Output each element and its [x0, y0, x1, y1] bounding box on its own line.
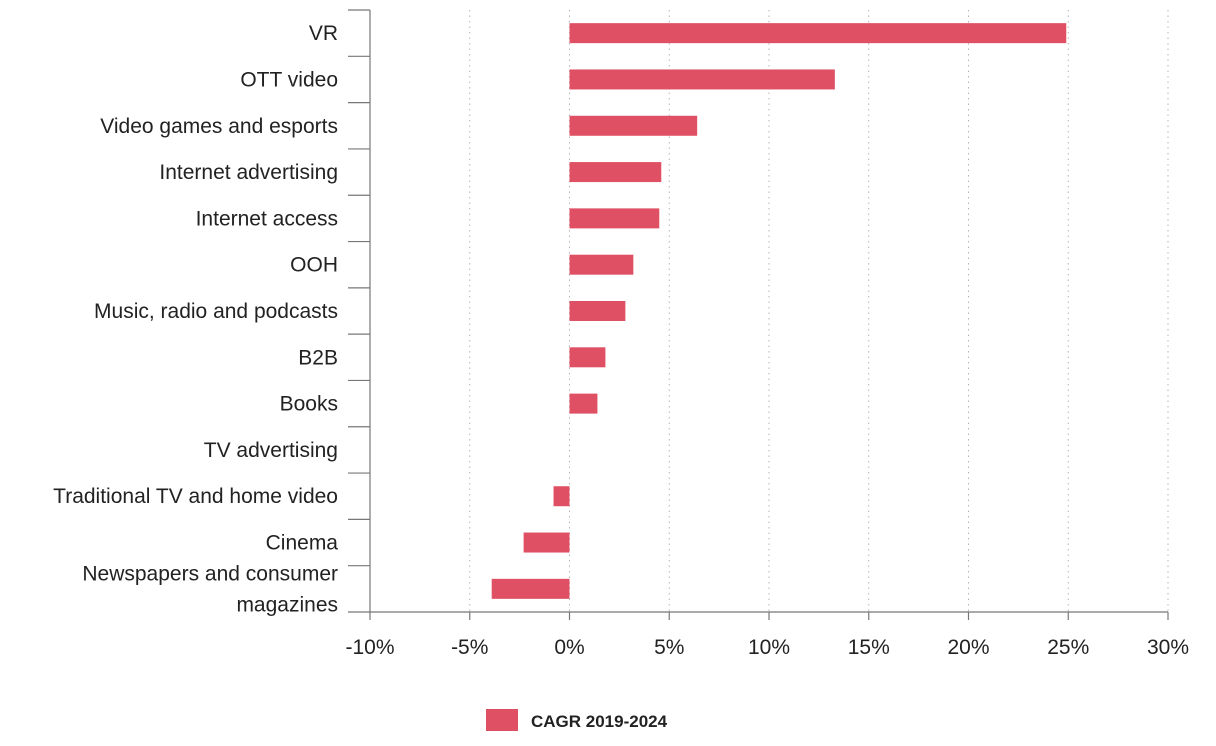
bar-b2b [569, 347, 606, 368]
category-label-line: Music, radio and podcasts [94, 300, 338, 323]
category-label: Video games and esports [100, 115, 338, 138]
category-label-line: B2B [298, 346, 338, 369]
category-label-line: Video games and esports [100, 115, 338, 138]
category-label: TV advertising [204, 439, 338, 462]
bar-internet-advertising [569, 162, 662, 183]
category-label: Internet access [196, 207, 338, 230]
category-label-line: Traditional TV and home video [53, 485, 338, 508]
x-tick-label: 10% [748, 636, 790, 659]
bars [491, 23, 1067, 599]
category-label: Newspapers and consumer magazines [82, 562, 338, 616]
category-label-line: Newspapers and consumer [82, 562, 338, 585]
category-label-line: OOH [290, 254, 338, 277]
legend: CAGR 2019-2024 [486, 709, 668, 731]
category-label: OTT video [240, 68, 338, 91]
x-tick-label: -10% [345, 636, 394, 659]
category-label: B2B [298, 346, 338, 369]
category-label-line: OTT video [240, 68, 338, 91]
gridlines [469, 10, 1169, 612]
bar-books [569, 393, 598, 414]
category-label-line: Internet advertising [159, 161, 338, 184]
category-label-line: Cinema [266, 532, 339, 555]
x-tick-label: 15% [848, 636, 890, 659]
x-tick-label: 5% [654, 636, 684, 659]
x-tick-label: 25% [1047, 636, 1089, 659]
category-label-line: TV advertising [204, 439, 338, 462]
bar-internet-access [569, 208, 660, 229]
bar-music-radio-and-podcasts [569, 301, 626, 321]
category-label: Books [280, 393, 338, 416]
legend-label: CAGR 2019-2024 [531, 712, 668, 731]
legend-swatch [486, 709, 518, 731]
bar-vr [569, 23, 1067, 44]
x-tick-label: 30% [1147, 636, 1189, 659]
category-label-line: magazines [236, 593, 338, 616]
x-tick-label: 0% [554, 636, 584, 659]
category-label: VR [309, 22, 338, 45]
bar-newspapers-and-consumer-magazines [491, 578, 570, 599]
category-label-line: VR [309, 22, 338, 45]
category-label: Traditional TV and home video [53, 485, 338, 508]
category-label: OOH [290, 254, 338, 277]
x-tick-label: -5% [451, 636, 488, 659]
axes [348, 9, 1169, 620]
category-label: Cinema [266, 532, 339, 555]
bar-video-games-and-esports [569, 115, 698, 136]
bar-traditional-tv-and-home-video [553, 486, 570, 507]
category-label: Internet advertising [159, 161, 338, 184]
x-tick-labels: -10% -5% 0% 5% 10% 15% 20% 25% 30% [345, 636, 1189, 659]
category-labels: VR OTT video Video games and esports Intern… [53, 22, 338, 616]
bar-ott-video [569, 69, 835, 90]
bar-cinema [523, 532, 570, 553]
category-label-line: Books [280, 393, 338, 416]
bar-ooh [569, 254, 634, 275]
x-tick-label: 20% [947, 636, 989, 659]
category-label-line: Internet access [196, 207, 338, 230]
category-label: Music, radio and podcasts [94, 300, 338, 323]
